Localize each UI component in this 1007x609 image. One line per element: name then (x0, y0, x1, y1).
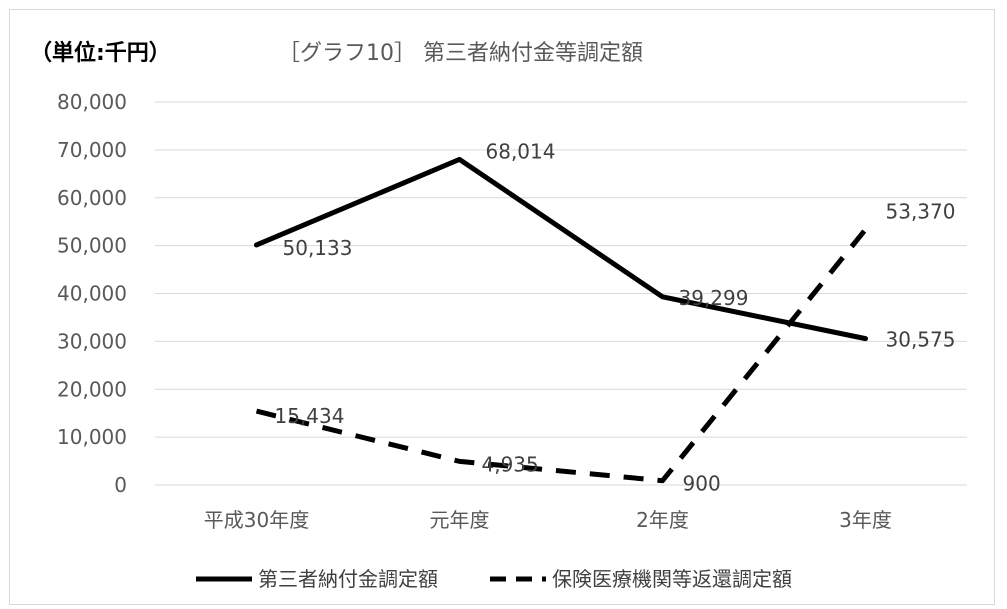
x-tick-label: 元年度 (430, 508, 490, 532)
legend-label-2: 保険医療機関等返還調定額 (552, 567, 792, 591)
data-label: 30,575 (886, 328, 956, 352)
y-tick-label: 30,000 (57, 329, 127, 353)
data-labels: 50,133 68,014 39,299 30,575 15,434 4,935 900 53… (275, 139, 956, 495)
data-label: 39,299 (679, 286, 749, 310)
gridlines (155, 101, 967, 486)
y-tick-label: 0 (114, 473, 127, 497)
data-label: 900 (683, 472, 721, 496)
y-tick-label: 60,000 (57, 186, 127, 210)
y-tick-label: 20,000 (57, 377, 127, 401)
data-label: 50,133 (283, 236, 353, 260)
y-tick-label: 80,000 (57, 90, 127, 114)
y-tick-label: 50,000 (57, 234, 127, 258)
x-axis: 平成30年度 元年度 2年度 3年度 (204, 508, 892, 532)
x-tick-label: 2年度 (636, 508, 689, 532)
chart-title: ［グラフ10］ 第三者納付金等調定額 (278, 41, 643, 66)
data-label: 4,935 (482, 452, 539, 476)
x-tick-label: 平成30年度 (204, 508, 309, 532)
y-axis: 0 10,000 20,000 30,000 40,000 50,000 60,000 70,… (57, 90, 127, 497)
series-line-2 (255, 227, 868, 484)
y-tick-label: 10,000 (57, 425, 127, 449)
series-lines (254, 156, 868, 484)
data-label: 53,370 (886, 199, 956, 223)
legend-label-1: 第三者納付金調定額 (258, 567, 438, 591)
y-tick-label: 70,000 (57, 138, 127, 162)
data-label: 68,014 (486, 139, 556, 163)
y-tick-label: 40,000 (57, 282, 127, 306)
series-line-1 (254, 156, 868, 342)
legend: 第三者納付金調定額 保険医療機関等返還調定額 (196, 567, 792, 591)
data-label: 15,434 (275, 404, 345, 428)
chart-frame (9, 9, 995, 605)
unit-label: （単位:千円） (30, 40, 171, 66)
x-tick-label: 3年度 (839, 508, 892, 532)
